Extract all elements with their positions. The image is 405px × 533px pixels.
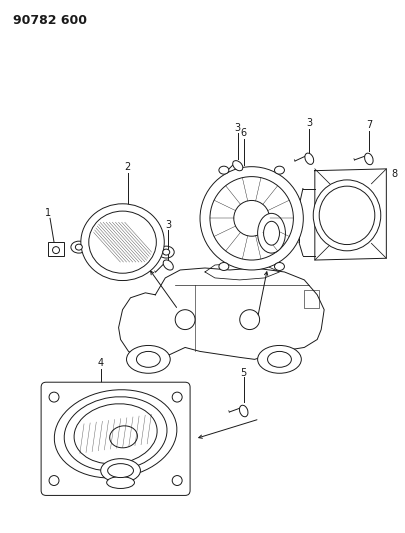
FancyBboxPatch shape	[41, 382, 190, 495]
Ellipse shape	[175, 310, 194, 329]
Ellipse shape	[52, 247, 60, 254]
Text: 6: 6	[240, 128, 246, 138]
Ellipse shape	[107, 464, 133, 478]
Ellipse shape	[218, 263, 228, 270]
Ellipse shape	[89, 211, 156, 273]
Text: 4: 4	[97, 358, 104, 368]
Ellipse shape	[71, 241, 87, 253]
Ellipse shape	[313, 180, 380, 251]
Ellipse shape	[318, 186, 374, 245]
Bar	[48, 242, 64, 256]
Ellipse shape	[274, 263, 284, 270]
Ellipse shape	[136, 351, 160, 367]
Text: 7: 7	[365, 120, 371, 130]
Ellipse shape	[74, 404, 157, 464]
Text: 90782 600: 90782 600	[13, 14, 87, 27]
Ellipse shape	[209, 176, 293, 260]
Ellipse shape	[109, 426, 137, 448]
Ellipse shape	[263, 221, 279, 245]
Ellipse shape	[364, 153, 372, 165]
Ellipse shape	[200, 167, 303, 270]
Ellipse shape	[304, 153, 313, 164]
Ellipse shape	[126, 345, 170, 373]
Ellipse shape	[54, 390, 177, 478]
Ellipse shape	[233, 200, 269, 236]
Ellipse shape	[64, 397, 166, 471]
Ellipse shape	[232, 160, 242, 171]
Text: 2: 2	[124, 162, 130, 172]
Ellipse shape	[239, 405, 247, 417]
Ellipse shape	[239, 310, 259, 329]
Text: 1: 1	[45, 208, 51, 219]
Ellipse shape	[81, 204, 164, 280]
Ellipse shape	[172, 392, 182, 402]
Ellipse shape	[75, 244, 82, 250]
Ellipse shape	[267, 351, 291, 367]
Text: 8: 8	[390, 169, 396, 179]
Ellipse shape	[218, 166, 228, 174]
Bar	[304, 290, 318, 308]
Ellipse shape	[100, 459, 140, 482]
Ellipse shape	[162, 249, 169, 255]
Ellipse shape	[257, 345, 301, 373]
Text: 5: 5	[240, 368, 246, 378]
Ellipse shape	[158, 246, 174, 258]
Ellipse shape	[172, 475, 182, 486]
Ellipse shape	[163, 260, 173, 270]
Ellipse shape	[49, 392, 59, 402]
Text: 3: 3	[305, 118, 311, 128]
Text: 3: 3	[165, 220, 171, 230]
Ellipse shape	[107, 477, 134, 488]
Ellipse shape	[49, 475, 59, 486]
Ellipse shape	[257, 213, 285, 253]
Ellipse shape	[274, 166, 284, 174]
Text: 3: 3	[234, 123, 240, 133]
